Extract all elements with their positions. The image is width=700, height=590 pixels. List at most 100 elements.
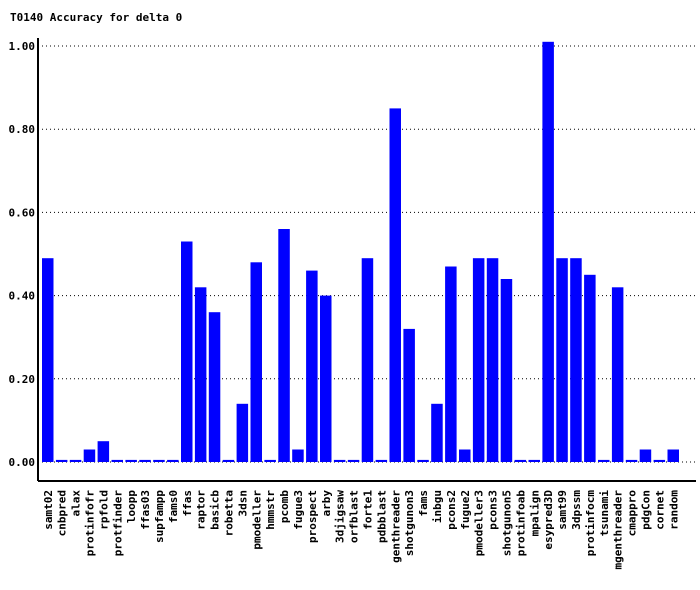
bar-ffas03: [139, 459, 151, 462]
category-label: tsunami: [598, 490, 611, 537]
category-label: arby: [320, 490, 333, 517]
y-tick-label: 1.00: [9, 40, 36, 53]
bar-fugue3: [292, 449, 304, 462]
bar-esypred3D: [542, 41, 554, 463]
bar-mpalign: [528, 459, 540, 462]
category-label: cmappro: [626, 490, 639, 537]
category-label: protinfocm: [584, 490, 597, 557]
bar-cmappro: [625, 459, 638, 462]
y-tick-label: 0.00: [9, 456, 36, 469]
category-label: pcomb: [278, 490, 291, 523]
bar-cornet: [653, 459, 666, 462]
category-label: cnbpred: [56, 490, 69, 536]
category-label: 3dpssm: [570, 490, 583, 530]
category-label: supfampp: [153, 490, 166, 543]
bar-shotgunon3: [403, 328, 415, 462]
category-label: pdbblast: [375, 490, 388, 543]
category-label: shotgunon3: [403, 490, 416, 556]
bar-pcons3: [486, 258, 499, 462]
category-label: protinfoab: [514, 490, 527, 557]
bar-mgenthreader: [611, 287, 624, 462]
bar-cnbpred: [55, 459, 68, 462]
bar-pmodeller: [250, 262, 262, 462]
bar-orfblast: [347, 459, 360, 462]
category-label: loopp: [125, 490, 138, 523]
category-label: samt02: [42, 490, 55, 530]
bar-pcomb: [278, 229, 290, 462]
bar-3dsn: [236, 403, 249, 462]
bar-alax: [69, 459, 82, 462]
category-label: fugue3: [292, 490, 305, 530]
bar-pmodeller3: [472, 258, 485, 462]
bar-tsunami: [598, 459, 610, 462]
category-label: raptor: [195, 490, 208, 530]
category-label: pmodeller: [250, 490, 263, 550]
y-tick-label: 0.40: [9, 290, 36, 303]
bar-loopp: [125, 459, 137, 462]
category-label: pcons3: [487, 490, 500, 530]
bar-samt02: [42, 258, 54, 462]
y-tick-label: 0.60: [9, 206, 36, 219]
category-label: cornet: [653, 490, 666, 530]
bar-hmmstr: [264, 459, 276, 462]
y-tick-label: 0.80: [9, 123, 36, 136]
category-label: fams0: [167, 490, 180, 523]
category-label: esypred3D: [542, 490, 555, 550]
category-label: random: [667, 490, 680, 530]
chart-title: T0140 Accuracy for delta 0: [10, 11, 182, 24]
category-label: samt99: [556, 490, 569, 530]
bar-fugue2: [459, 449, 471, 462]
bar-inbgu: [431, 403, 443, 462]
category-label: robetta: [223, 490, 236, 536]
category-label: genthreader: [389, 490, 402, 563]
bar-fams0: [167, 459, 179, 462]
bar-pdgCon: [639, 449, 652, 462]
bar-forte1: [361, 258, 374, 462]
bar-protinfoab: [514, 459, 527, 462]
bar-samt99: [556, 258, 568, 462]
bar-pdbblast: [375, 459, 388, 462]
category-label: prospect: [306, 490, 319, 543]
bar-random: [667, 449, 679, 462]
category-label: mgenthreader: [612, 490, 625, 570]
bars: [42, 41, 679, 463]
bar-protfinder: [111, 459, 123, 462]
category-labels: samt02 cnbpred alax protinfofr rpfold protfin…: [42, 490, 680, 570]
bar-protinfocm: [584, 274, 596, 462]
category-label: pdgCon: [640, 490, 653, 530]
category-label: alax: [70, 490, 83, 517]
bar-3djigsaw: [333, 459, 346, 462]
bar-fams: [417, 459, 429, 462]
category-label: orfblast: [348, 490, 361, 543]
bar-basicb: [208, 312, 221, 462]
bar-protinfofr: [83, 449, 96, 462]
category-label: pcons2: [445, 490, 458, 530]
bar-raptor: [194, 287, 207, 462]
bar-robetta: [222, 459, 235, 462]
category-label: shotgunon5: [500, 490, 513, 556]
bar-genthreader: [389, 108, 401, 463]
category-label: 3djigsaw: [334, 490, 347, 543]
bar-shotgunon5: [500, 279, 513, 462]
category-label: rpfold: [97, 490, 110, 530]
category-label: fams: [417, 490, 430, 517]
category-label: ffas: [181, 490, 194, 517]
bar-arby: [320, 295, 332, 462]
category-label: mpalign: [528, 490, 541, 536]
bar-3dpssm: [570, 258, 582, 462]
category-label: 3dsn: [236, 490, 249, 517]
category-label: hmmstr: [264, 490, 277, 530]
category-label: protinfofr: [84, 490, 97, 557]
bar-ffas: [181, 241, 193, 462]
bar-supfampp: [153, 459, 165, 462]
bar-rpfold: [97, 441, 110, 462]
category-label: ffas03: [139, 490, 152, 530]
category-label: fugue2: [459, 490, 472, 530]
y-tick-label: 0.20: [9, 373, 36, 386]
category-label: pmodeller3: [473, 490, 486, 556]
category-label: basicb: [209, 490, 222, 530]
bar-pcons2: [445, 266, 457, 462]
category-label: forte1: [361, 490, 374, 530]
category-label: protfinder: [111, 490, 124, 557]
